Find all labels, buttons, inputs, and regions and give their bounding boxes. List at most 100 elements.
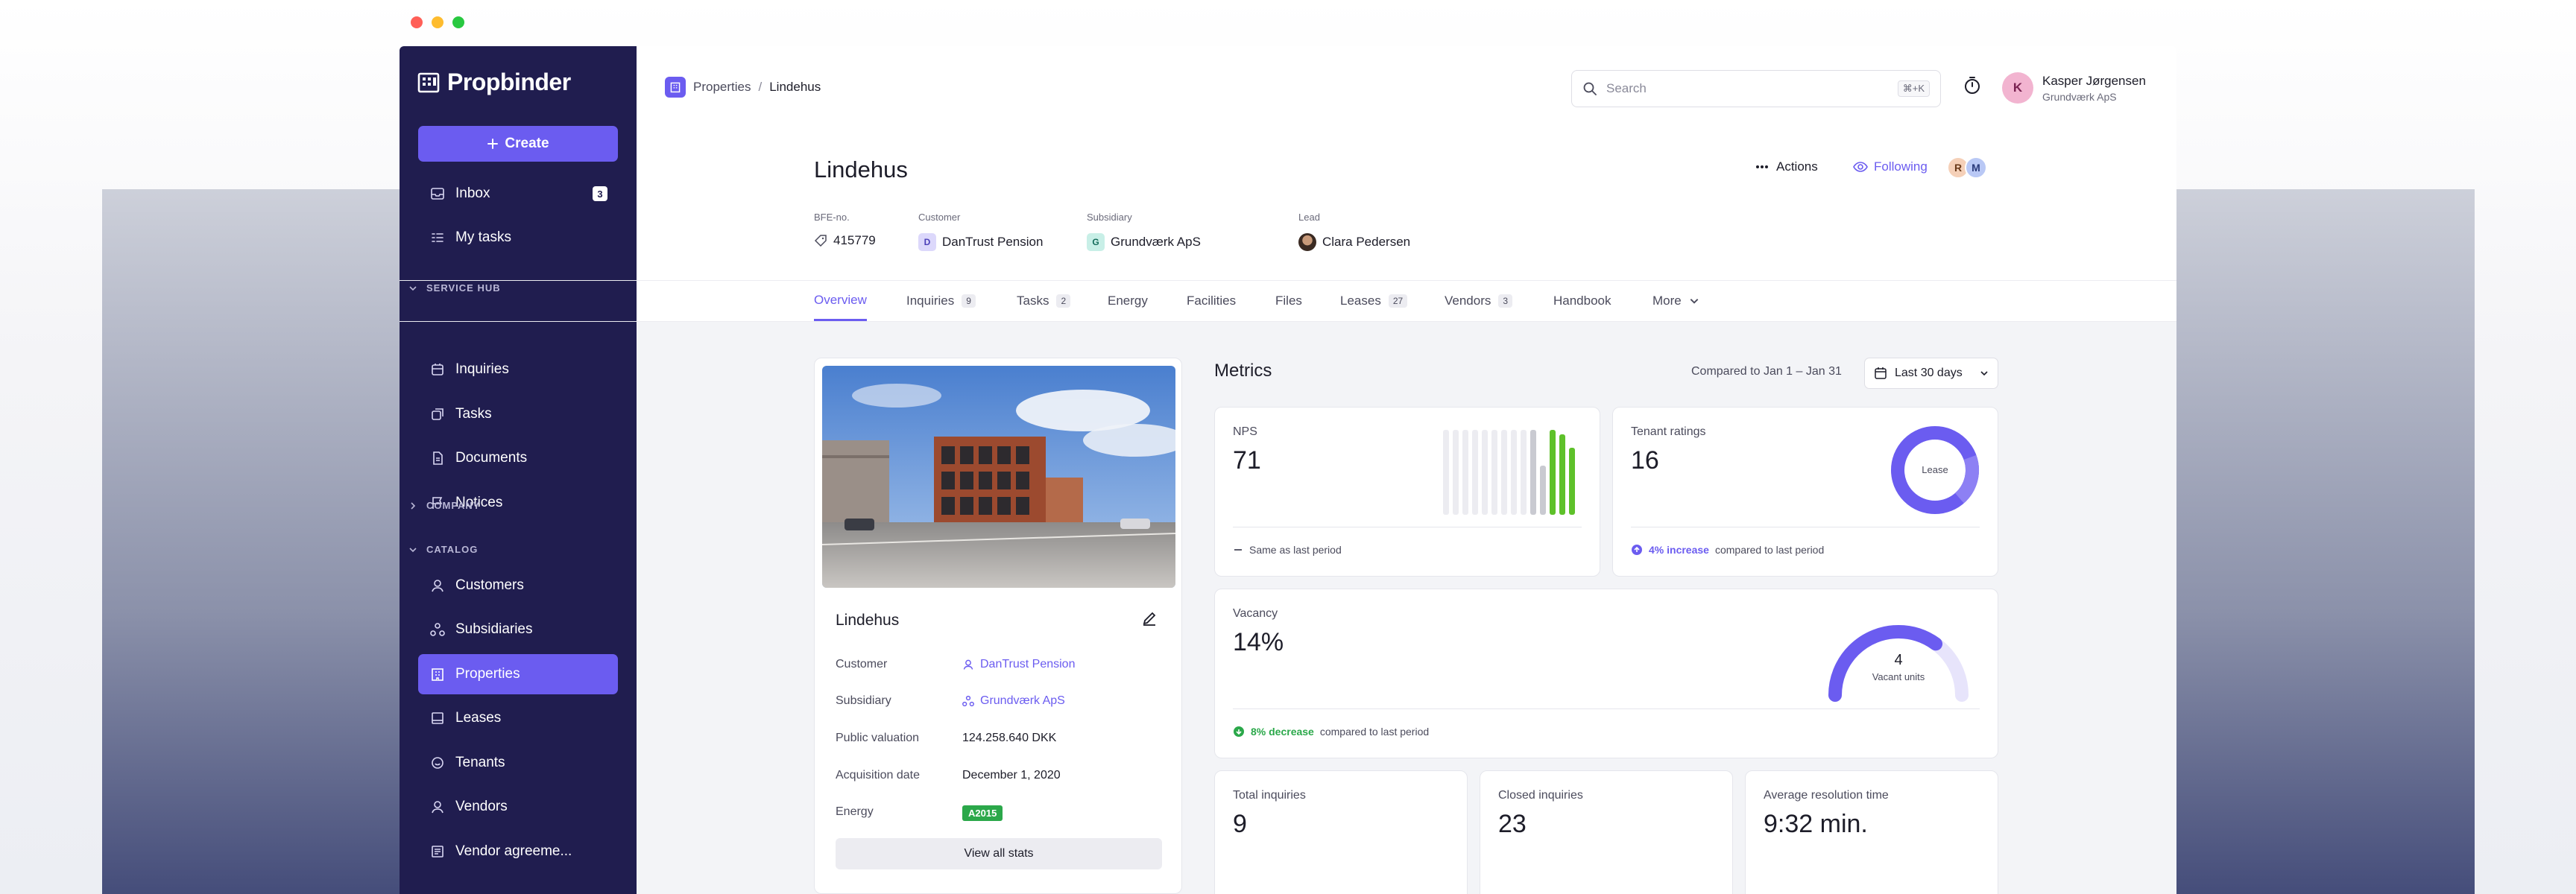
tab-label: Handbook xyxy=(1553,294,1611,308)
sidebar-item-leases[interactable]: Leases xyxy=(418,698,618,738)
sidebar-item-notices[interactable]: Notices xyxy=(418,483,618,523)
meta-customer[interactable]: Customer D DanTrust Pension xyxy=(918,212,1043,251)
sidebar-item-vendor-agreements[interactable]: Vendor agreeme... xyxy=(418,831,618,872)
tab-facilities[interactable]: Facilities xyxy=(1187,281,1236,321)
search-icon xyxy=(1583,82,1597,95)
info-row-energy: Energy A2015 xyxy=(836,805,1164,821)
closed-inquiries-card: Closed inquiries 23 xyxy=(1480,770,1733,894)
section-company[interactable]: COMPANY xyxy=(408,500,480,511)
card-footer: 4% increase compared to last period xyxy=(1631,544,1824,556)
plus-icon xyxy=(487,139,499,149)
compared-label: Compared to Jan 1 – Jan 31 xyxy=(1691,365,1842,378)
sidebar-item-label: My tasks xyxy=(455,229,511,245)
customer-link[interactable]: DanTrust Pension xyxy=(962,658,1075,671)
sidebar-item-documents[interactable]: Documents xyxy=(418,438,618,478)
tab-label: Tasks xyxy=(1017,294,1049,308)
divider xyxy=(1233,708,1980,709)
info-row-acquisition: Acquisition date December 1, 2020 xyxy=(836,769,1164,782)
timer-icon[interactable] xyxy=(1963,76,1981,99)
nps-bar xyxy=(1559,434,1565,515)
followers[interactable]: R M xyxy=(1947,156,1987,179)
breadcrumb-separator: / xyxy=(758,80,763,94)
chevron-down-icon xyxy=(1690,299,1699,304)
tab-count: 3 xyxy=(1498,294,1513,308)
section-label: SERVICE HUB xyxy=(426,282,501,294)
footer-highlight: 4% increase xyxy=(1649,544,1709,556)
user-menu[interactable]: K Kasper Jørgensen Grundværk ApS xyxy=(2002,72,2146,104)
tab-vendors[interactable]: Vendors 3 xyxy=(1445,281,1513,321)
property-name: Lindehus xyxy=(836,612,900,629)
card-label: Average resolution time xyxy=(1764,789,1889,802)
card-footer: Same as last period xyxy=(1233,544,1342,556)
property-photo xyxy=(822,366,1175,588)
tab-count: 27 xyxy=(1388,294,1408,308)
tab-bar: Overview Inquiries 9 Tasks 2 Energy Facili… xyxy=(400,280,2176,322)
tab-energy[interactable]: Energy xyxy=(1108,281,1148,321)
sidebar-item-label: Customers xyxy=(455,577,524,593)
minimize-window-button[interactable] xyxy=(432,16,443,28)
document-icon xyxy=(433,451,443,465)
sidebar-item-inbox[interactable]: Inbox 3 xyxy=(418,174,618,214)
sidebar-item-customers[interactable]: Customers xyxy=(418,565,618,606)
tab-inquiries[interactable]: Inquiries 9 xyxy=(906,281,976,321)
property-card: Lindehus Customer DanTrust Pension Subsi… xyxy=(814,358,1182,894)
user-name: Kasper Jørgensen xyxy=(2042,73,2146,88)
tenant-ratings-card: Tenant ratings 16 Lease 4% increase comp… xyxy=(1612,407,1998,577)
info-row-customer: Customer DanTrust Pension xyxy=(836,658,1164,671)
meta-subsidiary[interactable]: Subsidiary G Grundværk ApS xyxy=(1087,212,1201,251)
donut-chart: Lease xyxy=(1889,424,1981,516)
section-catalog[interactable]: CATALOG xyxy=(408,544,478,555)
tab-tasks[interactable]: Tasks 2 xyxy=(1017,281,1071,321)
tab-overview[interactable]: Overview xyxy=(814,281,867,321)
meta-label: Lead xyxy=(1298,212,1320,223)
actions-button[interactable]: Actions xyxy=(1755,159,1818,174)
maximize-window-button[interactable] xyxy=(452,16,464,28)
meta-label: BFE-no. xyxy=(814,212,850,223)
logo[interactable]: Propbinder xyxy=(417,69,571,96)
user-company: Grundværk ApS xyxy=(2042,90,2117,103)
date-range-select[interactable]: Last 30 days xyxy=(1864,358,1998,389)
nps-bar xyxy=(1453,430,1459,515)
meta-lead[interactable]: Lead Clara Pedersen xyxy=(1298,212,1410,251)
sidebar-item-inquiries[interactable]: Inquiries xyxy=(418,349,618,390)
info-row-valuation: Public valuation 124.258.640 DKK xyxy=(836,732,1164,745)
info-label: Subsidiary xyxy=(836,694,891,707)
avatar xyxy=(1298,233,1316,251)
following-button[interactable]: Following xyxy=(1853,159,1928,174)
search-input[interactable]: Search ⌘+K xyxy=(1571,70,1941,107)
smile-icon xyxy=(432,757,443,769)
tab-more[interactable]: More xyxy=(1652,281,1699,321)
view-all-stats-button[interactable]: View all stats xyxy=(836,838,1162,869)
building-icon xyxy=(432,668,443,681)
nps-bar xyxy=(1491,430,1497,515)
vacancy-gauge: 4 Vacant units xyxy=(1820,606,1977,703)
card-label: Vacancy xyxy=(1233,607,1278,620)
sidebar-item-tasks[interactable]: Tasks xyxy=(418,394,618,434)
nps-bar xyxy=(1530,430,1536,515)
close-window-button[interactable] xyxy=(411,16,423,28)
inbox-icon xyxy=(431,188,444,200)
sidebar-item-subsidiaries[interactable]: Subsidiaries xyxy=(418,609,618,650)
sidebar-item-vendors[interactable]: Vendors xyxy=(418,787,618,827)
info-label: Energy xyxy=(836,805,874,818)
tab-leases[interactable]: Leases 27 xyxy=(1340,281,1408,321)
sidebar-item-tenants[interactable]: Tenants xyxy=(418,743,618,783)
chevron-down-icon xyxy=(1980,371,1988,376)
create-button[interactable]: Create xyxy=(418,126,618,162)
breadcrumb-link-properties[interactable]: Properties xyxy=(693,80,751,94)
window-controls xyxy=(411,16,464,28)
tab-files[interactable]: Files xyxy=(1275,281,1302,321)
meta-value: Clara Pedersen xyxy=(1322,235,1411,249)
edit-icon[interactable] xyxy=(1141,610,1158,630)
vacancy-card: Vacancy 14% 4 Vacant units 8% decrease c… xyxy=(1214,589,1998,758)
tab-handbook[interactable]: Handbook xyxy=(1553,281,1611,321)
subsidiary-link[interactable]: Grundværk ApS xyxy=(962,694,1065,708)
avatar: M xyxy=(1965,156,1987,179)
sidebar-item-my-tasks[interactable]: My tasks xyxy=(418,218,618,258)
search-placeholder: Search xyxy=(1606,81,1647,95)
section-service-hub[interactable]: SERVICE HUB xyxy=(408,282,501,294)
logo-icon xyxy=(417,72,440,92)
sidebar-item-properties[interactable]: Properties xyxy=(418,654,618,694)
energy-badge: A2015 xyxy=(962,805,1003,821)
gauge-label: Vacant units xyxy=(1872,671,1925,682)
